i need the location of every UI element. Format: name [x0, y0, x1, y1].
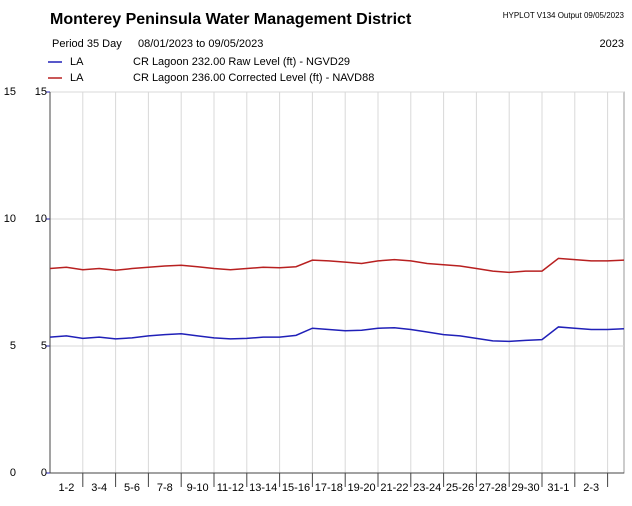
y-tick-label: 10: [35, 213, 47, 225]
x-tick-label: 1-2: [58, 482, 74, 494]
x-tick-label: 17-18: [315, 482, 343, 494]
legend-site: LA: [70, 56, 84, 68]
x-tick-label: 23-24: [413, 482, 441, 494]
series-line: [49, 326, 625, 343]
x-tick-label: 7-8: [157, 482, 173, 494]
legend-site: LA: [70, 72, 84, 84]
y-tick-label: 15: [35, 86, 47, 98]
x-tick-label: 2-3: [583, 482, 599, 494]
x-tick-label: 25-26: [446, 482, 474, 494]
year: 2023: [600, 38, 624, 50]
series-line: [49, 257, 625, 274]
program-info: HYPLOT V134 Output 09/05/2023: [503, 11, 625, 20]
y2-tick-label: 15: [4, 86, 16, 98]
y2-tick-label: 5: [10, 340, 16, 352]
x-tick-label: 9-10: [187, 482, 209, 494]
plot-frame: [49, 91, 625, 474]
y2-tick-label: 10: [4, 213, 16, 225]
legend-label: CR Lagoon 236.00 Corrected Level (ft) - …: [133, 72, 374, 84]
legend-label: CR Lagoon 232.00 Raw Level (ft) - NGVD29: [133, 56, 350, 68]
date-range: 08/01/2023 to 09/05/2023: [138, 38, 263, 50]
period: Period 35 Day: [52, 38, 122, 50]
x-tick-label: 15-16: [282, 482, 310, 494]
x-tick-label: 11-12: [217, 482, 244, 494]
y-tick-label: 0: [41, 467, 47, 479]
y2-tick-label: 0: [10, 467, 16, 479]
x-tick-label: 19-20: [348, 482, 376, 494]
y-tick-label: 5: [41, 340, 47, 352]
x-tick-label: 29-30: [512, 482, 540, 494]
x-tick-label: 3-4: [91, 482, 107, 494]
x-tick-label: 21-22: [380, 482, 408, 494]
x-tick-label: 5-6: [124, 482, 140, 494]
chart-title: Monterey Peninsula Water Management Dist…: [50, 11, 412, 28]
x-tick-label: 31-1: [547, 482, 569, 494]
x-tick-label: 13-14: [249, 482, 277, 494]
x-tick-label: 27-28: [479, 482, 507, 494]
